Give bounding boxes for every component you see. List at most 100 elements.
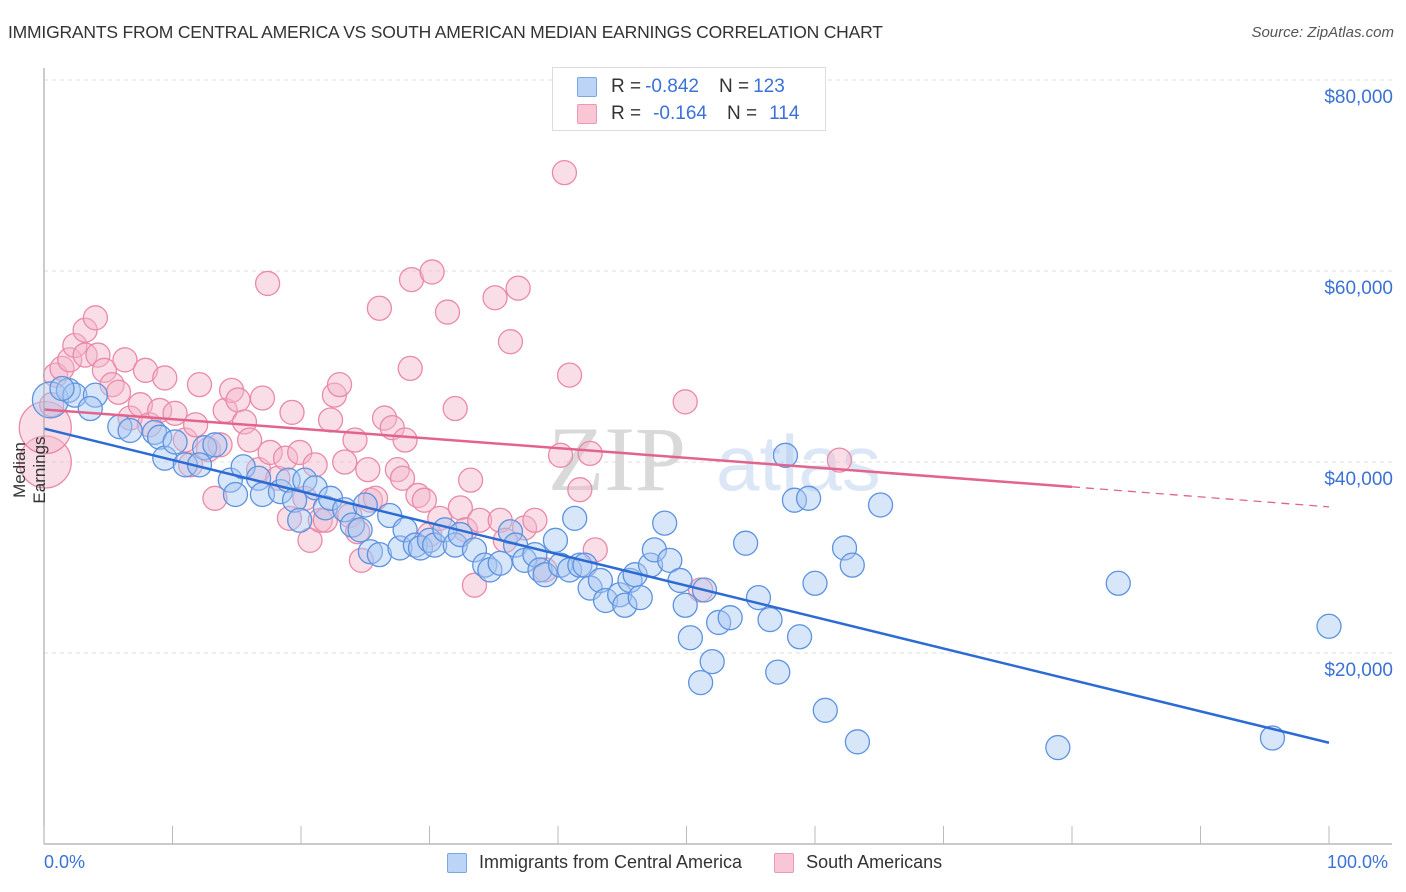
legend-n-label: N = — [718, 76, 750, 97]
y-tick-label: $80,000 — [1324, 87, 1393, 108]
watermark-zip: ZIP — [548, 408, 686, 510]
data-point — [831, 535, 858, 561]
data-point — [812, 697, 838, 723]
legend-swatch-south-americans — [774, 852, 795, 873]
legend-swatch-pink — [577, 104, 597, 124]
data-point — [627, 584, 653, 611]
data-point — [31, 381, 70, 419]
data-point — [419, 259, 445, 285]
data-point — [582, 537, 608, 563]
data-point — [505, 275, 531, 301]
legend-swatch-central-america — [447, 852, 467, 873]
y-tick-labels: $20,000 $40,000 $60,000 $80,000 — [1324, 87, 1393, 681]
data-point — [421, 532, 448, 558]
data-point — [49, 375, 75, 402]
data-point — [687, 669, 714, 696]
correlation-legend: R = -0.842 N = 123 R = -0.164 N = 114 — [552, 67, 826, 131]
data-point — [411, 487, 438, 513]
data-point — [1316, 613, 1342, 639]
data-point — [207, 432, 233, 458]
trend-lines — [43, 408, 1330, 744]
data-point — [532, 562, 558, 588]
chart-title: IMMIGRANTS FROM CENTRAL AMERICA VS SOUTH… — [8, 22, 883, 42]
data-point — [732, 530, 759, 556]
data-point — [105, 379, 132, 405]
data-point — [442, 395, 468, 422]
trend-line-south-americans — [43, 408, 1073, 489]
data-point — [85, 342, 111, 368]
data-point — [281, 487, 308, 513]
data-point — [77, 395, 103, 422]
data-point — [257, 439, 283, 466]
legend-r-label: R = — [611, 76, 642, 97]
data-point — [1105, 570, 1131, 596]
data-point — [186, 371, 213, 398]
data-point — [202, 432, 228, 458]
data-point — [867, 492, 894, 518]
data-point — [217, 467, 243, 493]
data-point — [117, 417, 143, 444]
series-legend: Immigrants from Central America South Am… — [447, 852, 942, 873]
data-point — [672, 389, 698, 415]
data-point — [326, 371, 353, 398]
data-point — [146, 424, 173, 450]
legend-label-south-americans: South Americans — [806, 852, 943, 872]
trend-line-south-americans-extrapolated — [1071, 486, 1330, 508]
data-point — [347, 517, 373, 543]
data-point — [482, 285, 508, 311]
data-point — [317, 407, 344, 433]
data-point — [839, 552, 865, 578]
legend-row-central-america: R = -0.842 N = 123 — [577, 74, 785, 100]
legend-n-value: 123 — [753, 76, 785, 97]
data-point — [641, 537, 668, 563]
data-point — [191, 435, 218, 461]
data-point — [457, 467, 484, 493]
data-point — [522, 541, 548, 568]
data-point — [461, 572, 488, 598]
data-point — [587, 567, 614, 594]
data-point — [667, 567, 693, 594]
data-point — [466, 507, 493, 533]
data-point — [717, 605, 743, 631]
data-point — [162, 429, 188, 455]
data-point — [355, 456, 381, 483]
data-point — [112, 347, 138, 373]
data-point — [434, 299, 461, 325]
data-point — [307, 507, 333, 533]
legend-r-value: -0.842 — [645, 76, 699, 97]
data-point — [527, 557, 553, 583]
data-point — [795, 485, 822, 511]
data-point — [297, 527, 323, 553]
data-point — [652, 510, 678, 536]
x-tick-label-max: 100.0% — [1327, 852, 1389, 872]
data-point — [57, 347, 83, 373]
data-point — [781, 487, 808, 513]
data-point — [249, 385, 276, 411]
data-point — [254, 270, 281, 297]
data-point — [222, 481, 249, 508]
data-point — [172, 427, 199, 453]
data-point — [366, 295, 393, 321]
data-point — [562, 505, 588, 531]
x-tick-label-min: 0.0% — [44, 852, 86, 872]
data-point — [389, 465, 416, 491]
data-point — [332, 449, 358, 475]
data-point — [1045, 734, 1071, 761]
source-label: Source: ZipAtlas.com — [1251, 24, 1394, 41]
legend-swatch-blue — [577, 77, 597, 97]
data-point — [592, 587, 619, 614]
data-point — [487, 550, 513, 576]
data-point — [339, 512, 366, 538]
legend-row-south-americans: R = -0.164 N = 114 — [577, 101, 799, 127]
y-tick-label: $20,000 — [1324, 660, 1393, 681]
data-point — [556, 362, 583, 388]
legend-r-label: R = — [611, 103, 642, 124]
data-point — [567, 477, 593, 503]
data-point — [272, 445, 299, 471]
data-point — [677, 625, 704, 651]
data-point — [82, 305, 109, 331]
data-point — [802, 570, 828, 596]
watermark: ZIP atlas — [548, 408, 881, 510]
data-point — [1259, 725, 1286, 751]
